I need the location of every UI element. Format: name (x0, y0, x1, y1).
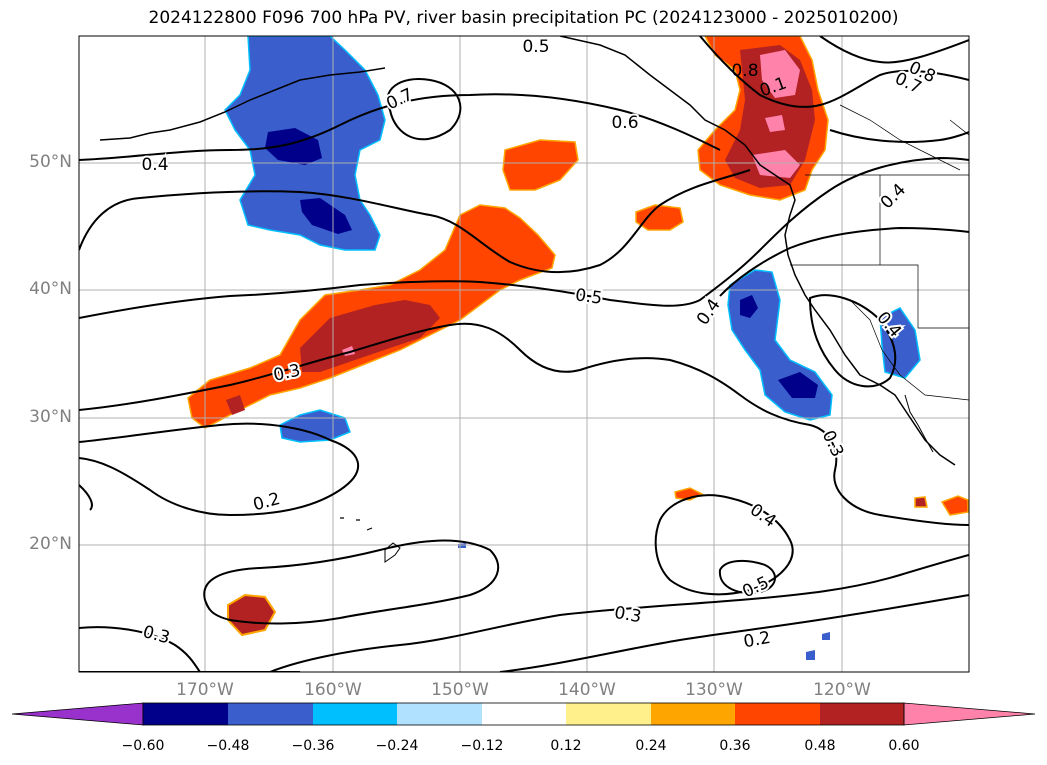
colorbar-extend-low (11, 702, 144, 726)
colorbar-segment (566, 703, 651, 725)
colorbar-segment (397, 703, 482, 725)
strong-positive-core (300, 300, 440, 372)
colorbar-tick-label: 0.60 (888, 738, 920, 754)
peak-positive-core (752, 150, 800, 178)
positive-anomaly-region (227, 593, 277, 637)
contour-label: 0.8 (731, 61, 758, 81)
colorbar-frame (142, 702, 905, 726)
peak-positive-core (765, 115, 785, 132)
colorbar-segment (228, 703, 313, 725)
weak-negative-spot (822, 632, 830, 640)
negative-anomaly-region (879, 307, 921, 379)
strong-negative-core (778, 372, 818, 398)
contour-label: 0.4 (877, 180, 910, 213)
contour-label: 0.3 (613, 603, 643, 627)
contour-label: 0.5 (574, 285, 604, 309)
colorbar-segment (735, 703, 820, 725)
colorbar-tick-label: −0.12 (460, 738, 504, 754)
peak-positive-core (760, 50, 800, 98)
longitude-label: 170°W (176, 680, 234, 700)
colorbar-tick-label: 0.48 (804, 738, 836, 754)
colorbar-segment (482, 703, 566, 725)
colorbar (11, 702, 1036, 726)
latitude-label: 20°N (29, 534, 72, 554)
weak-negative-spot (806, 650, 815, 660)
longitude-label: 150°W (431, 680, 489, 700)
longitude-label: 120°W (813, 680, 871, 700)
pv-contours (79, 36, 969, 672)
latitude-label: 40°N (29, 279, 72, 299)
contour-label: 0.6 (611, 113, 638, 133)
colorbar-tick-label: 0.24 (635, 738, 667, 754)
colorbar-tick-label: −0.60 (121, 738, 165, 754)
map-plot-area: 0.5 0.7 0.6 0.4 0.5 0.3 0.4 0.3 0.2 0.4 … (79, 36, 969, 672)
contour-label: 0.3 (141, 622, 172, 648)
positive-anomaly-region (940, 495, 969, 516)
precip-shading (187, 36, 969, 660)
colorbar-tick-label: 0.12 (550, 738, 582, 754)
colorbar-tick-label: 0.36 (719, 738, 751, 754)
strong-negative-core (300, 198, 352, 234)
longitude-label: 140°W (558, 680, 616, 700)
longitude-label: 160°W (304, 680, 362, 700)
longitude-label: 130°W (685, 680, 743, 700)
colorbar-tick-label: −0.24 (375, 738, 419, 754)
colorbar-tick-label: −0.36 (291, 738, 335, 754)
colorbar-segment (651, 703, 735, 725)
strong-negative-core (740, 295, 758, 318)
colorbar-segment (820, 703, 904, 725)
strong-positive-core (226, 395, 245, 415)
latitude-label: 50°N (29, 152, 72, 172)
contour-label: 0.3 (818, 427, 848, 460)
strong-negative-core (265, 128, 322, 165)
contour-label: 0.5 (522, 37, 549, 57)
colorbar-segment (313, 703, 397, 725)
contour-label: 0.4 (141, 155, 168, 175)
negative-anomaly-region (279, 409, 351, 443)
contour-label: 0.7 (383, 85, 416, 115)
positive-anomaly-region (635, 204, 684, 231)
latitude-label: 30°N (29, 407, 72, 427)
colorbar-segment (143, 703, 228, 725)
colorbar-extend-high (903, 702, 1036, 726)
map-title: 2024122800 F096 700 hPa PV, river basin … (148, 8, 899, 28)
state-borders (790, 104, 969, 401)
colorbar-tick-label: −0.48 (206, 738, 250, 754)
positive-anomaly-region (502, 139, 579, 191)
graticule (79, 36, 969, 672)
contour-label: 0.2 (742, 628, 772, 652)
positive-anomaly-region (914, 496, 928, 508)
coastlines (99, 36, 956, 563)
map-frame (78, 35, 970, 673)
